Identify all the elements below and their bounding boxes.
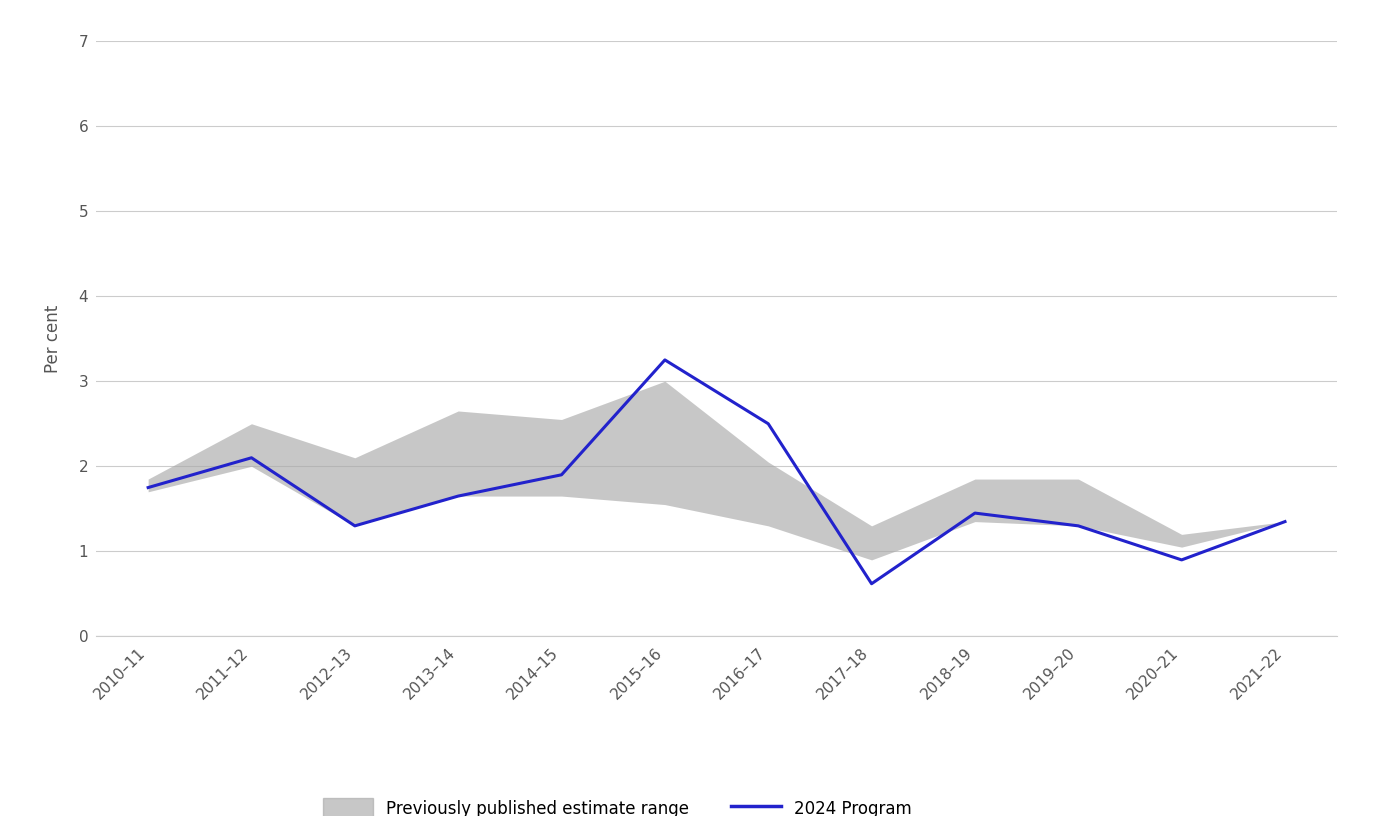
- Legend: Previously published estimate range, 2024 Program: Previously published estimate range, 202…: [322, 798, 912, 816]
- Y-axis label: Per cent: Per cent: [44, 304, 62, 373]
